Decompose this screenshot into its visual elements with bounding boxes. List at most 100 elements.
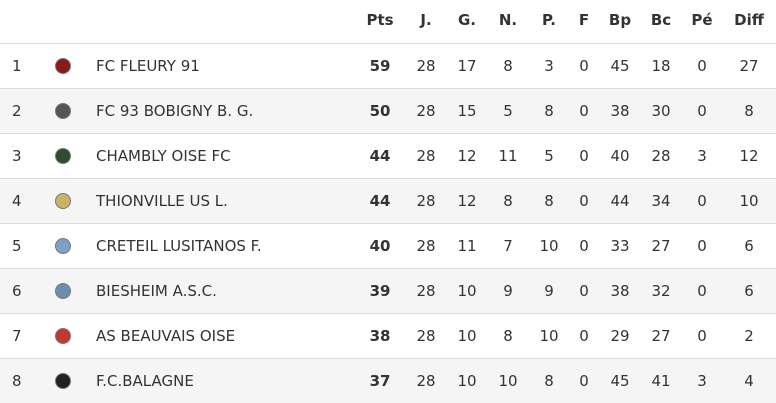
club-logo — [55, 193, 71, 209]
club-name: AS BEAUVAIS OISE — [96, 327, 236, 345]
table-row: 1 FC FLEURY 91 59 28 17 8 3 0 45 18 0 27 — [0, 43, 776, 88]
stat-cell: 8 — [544, 192, 554, 210]
stat-cell: 28 — [651, 147, 671, 165]
stat-cell: 27 — [651, 327, 671, 345]
stat-cell: 0 — [579, 237, 589, 255]
stat-cell: 17 — [457, 57, 477, 75]
stat-cell: 8 — [544, 372, 554, 390]
club-logo — [55, 283, 71, 299]
stat-cell: 10 — [457, 282, 477, 300]
stat-cell: 10 — [539, 327, 559, 345]
club-logo — [55, 328, 71, 344]
table-row: 7 AS BEAUVAIS OISE 38 28 10 8 10 0 29 27 0 2 — [0, 313, 776, 358]
stat-cell: 33 — [610, 237, 630, 255]
stat-cell: 12 — [457, 147, 477, 165]
stat-cell: 0 — [697, 237, 707, 255]
stat-cell: 44 — [369, 192, 391, 210]
club-name: CRETEIL LUSITANOS F. — [96, 237, 262, 255]
stat-cell: 12 — [457, 192, 477, 210]
stat-cell: 37 — [369, 372, 391, 390]
column-header: Pé — [691, 11, 713, 29]
stat-cell: 44 — [610, 192, 630, 210]
stat-cell: 28 — [416, 237, 436, 255]
stat-cell: 0 — [579, 147, 589, 165]
table-row: 8 F.C.BALAGNE 37 28 10 10 8 0 45 41 3 4 — [0, 358, 776, 403]
stat-cell: 28 — [416, 192, 436, 210]
stat-cell: 59 — [369, 57, 391, 75]
stat-cell: 10 — [539, 237, 559, 255]
column-header: Diff — [734, 11, 764, 29]
column-header: G. — [457, 11, 477, 29]
stat-cell: 11 — [498, 147, 518, 165]
stat-cell: 50 — [369, 102, 391, 120]
stat-cell: 27 — [651, 237, 671, 255]
stat-cell: 28 — [416, 57, 436, 75]
stat-cell: 8 — [544, 102, 554, 120]
stat-cell: 0 — [579, 192, 589, 210]
club-logo — [55, 58, 71, 74]
stat-cell: 0 — [697, 57, 707, 75]
stat-cell: 18 — [651, 57, 671, 75]
stat-cell: 6 — [744, 237, 754, 255]
stat-cell: 30 — [651, 102, 671, 120]
table-row: 3 CHAMBLY OISE FC 44 28 12 11 5 0 40 28 3 12 — [0, 133, 776, 178]
rank: 8 — [12, 372, 22, 390]
stat-cell: 10 — [457, 327, 477, 345]
table-row: 2 FC 93 BOBIGNY B. G. 50 28 15 5 8 0 38 30 0 8 — [0, 88, 776, 133]
rank: 4 — [12, 192, 22, 210]
stat-cell: 8 — [503, 192, 513, 210]
stat-cell: 6 — [744, 282, 754, 300]
column-header: F — [578, 11, 590, 29]
table-row: 4 THIONVILLE US L. 44 28 12 8 8 0 44 34 0 10 — [0, 178, 776, 223]
rank: 1 — [12, 57, 22, 75]
rank: 5 — [12, 237, 22, 255]
stat-cell: 39 — [369, 282, 391, 300]
stat-cell: 28 — [416, 282, 436, 300]
stat-cell: 28 — [416, 327, 436, 345]
rank: 2 — [12, 102, 22, 120]
stat-cell: 12 — [739, 147, 759, 165]
column-header: N. — [498, 11, 518, 29]
stat-cell: 38 — [369, 327, 391, 345]
stat-cell: 11 — [457, 237, 477, 255]
stat-cell: 41 — [651, 372, 671, 390]
rank: 3 — [12, 147, 22, 165]
table-row: 5 CRETEIL LUSITANOS F. 40 28 11 7 10 0 33 27 0 6 — [0, 223, 776, 268]
stat-cell: 28 — [416, 372, 436, 390]
stat-cell: 45 — [610, 57, 630, 75]
stat-cell: 40 — [369, 237, 391, 255]
stat-cell: 4 — [744, 372, 754, 390]
stat-cell: 0 — [697, 102, 707, 120]
stat-cell: 32 — [651, 282, 671, 300]
rank: 6 — [12, 282, 22, 300]
stat-cell: 10 — [498, 372, 518, 390]
club-name: CHAMBLY OISE FC — [96, 147, 231, 165]
stat-cell: 8 — [503, 327, 513, 345]
club-name: FC 93 BOBIGNY B. G. — [96, 102, 254, 120]
stat-cell: 3 — [697, 147, 707, 165]
stat-cell: 0 — [579, 102, 589, 120]
stat-cell: 44 — [369, 147, 391, 165]
stat-cell: 15 — [457, 102, 477, 120]
stat-cell: 9 — [503, 282, 513, 300]
club-name: THIONVILLE US L. — [96, 192, 228, 210]
stat-cell: 29 — [610, 327, 630, 345]
column-header: Bp — [608, 11, 632, 29]
stat-cell: 0 — [579, 282, 589, 300]
stat-cell: 34 — [651, 192, 671, 210]
stat-cell: 0 — [579, 57, 589, 75]
column-header: P. — [542, 11, 556, 29]
club-logo — [55, 373, 71, 389]
stat-cell: 9 — [544, 282, 554, 300]
club-name: BIESHEIM A.S.C. — [96, 282, 217, 300]
stat-cell: 3 — [697, 372, 707, 390]
column-header: Bc — [650, 11, 672, 29]
stat-cell: 7 — [503, 237, 513, 255]
stat-cell: 27 — [739, 57, 759, 75]
stat-cell: 0 — [579, 327, 589, 345]
table-row: 6 BIESHEIM A.S.C. 39 28 10 9 9 0 38 32 0 6 — [0, 268, 776, 313]
stat-cell: 3 — [544, 57, 554, 75]
stat-cell: 0 — [697, 192, 707, 210]
club-logo — [55, 238, 71, 254]
